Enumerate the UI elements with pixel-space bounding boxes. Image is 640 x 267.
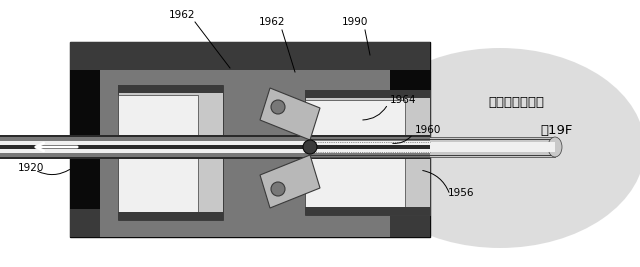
Bar [70,209,430,237]
Bar [0,137,430,157]
Text: 1956: 1956 [448,188,474,198]
Bar [118,85,223,220]
Text: 1962: 1962 [169,10,195,20]
Bar [70,42,430,237]
Bar [0,145,430,149]
Text: 1962: 1962 [259,17,285,27]
Bar [305,100,405,210]
Bar [0,135,430,159]
Circle shape [303,140,317,154]
Circle shape [271,182,285,196]
Text: 1964: 1964 [390,95,417,105]
Bar [118,85,223,93]
Text: 真空を掛けた後: 真空を掛けた後 [488,96,544,109]
Bar [305,90,430,215]
Bar [0,141,430,153]
Bar [305,90,430,98]
Bar [100,70,390,237]
Bar [118,212,223,220]
Bar [310,137,555,157]
Bar [310,142,555,152]
Bar [70,42,430,70]
Polygon shape [260,155,320,208]
Ellipse shape [355,48,640,248]
Circle shape [271,100,285,114]
Text: 1920: 1920 [18,163,44,173]
Text: 1990: 1990 [342,17,368,27]
Text: 図19F: 図19F [540,124,572,136]
Polygon shape [260,88,320,140]
Bar [305,207,430,215]
Bar [118,95,198,215]
Ellipse shape [548,137,562,157]
Text: 1960: 1960 [415,125,442,135]
